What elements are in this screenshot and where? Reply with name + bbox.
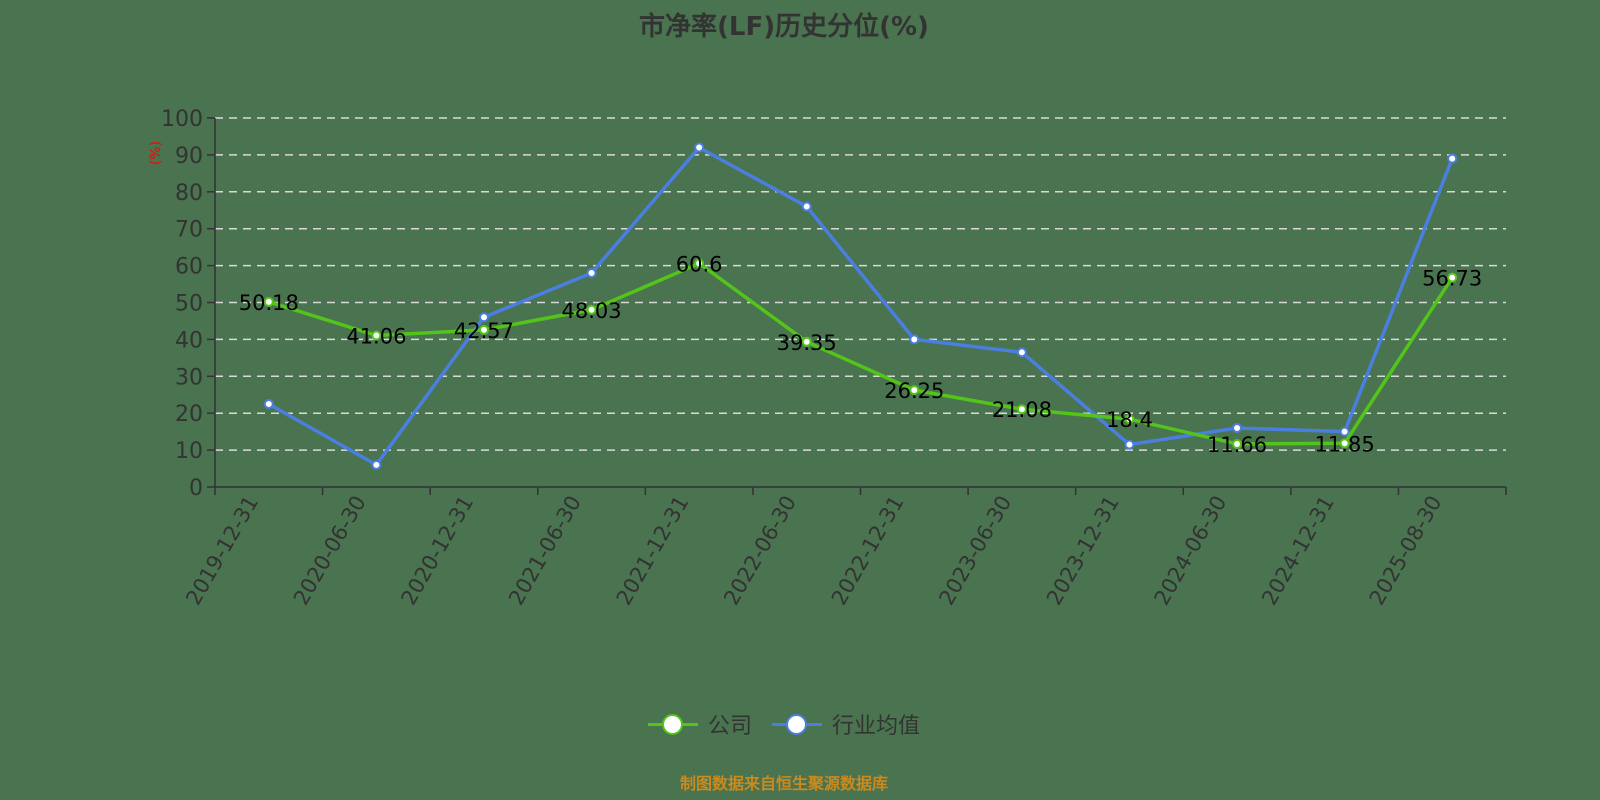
svg-text:10: 10 bbox=[175, 439, 203, 464]
svg-text:39.35: 39.35 bbox=[777, 331, 837, 355]
svg-text:18.4: 18.4 bbox=[1106, 408, 1153, 432]
legend-item-industry[interactable]: 行业均值 bbox=[772, 708, 920, 740]
svg-text:20: 20 bbox=[175, 402, 203, 427]
svg-text:2025-08-30: 2025-08-30 bbox=[1365, 492, 1447, 610]
svg-text:2023-06-30: 2023-06-30 bbox=[934, 492, 1016, 610]
svg-text:56.73: 56.73 bbox=[1422, 267, 1482, 291]
svg-text:0: 0 bbox=[189, 476, 203, 501]
svg-text:41.06: 41.06 bbox=[346, 324, 406, 348]
legend-item-company[interactable]: 公司 bbox=[647, 708, 752, 740]
grid-lines bbox=[215, 117, 1506, 451]
svg-text:2019-12-31: 2019-12-31 bbox=[181, 492, 263, 610]
y-axis: 0 10 20 30 40 50 60 70 80 90 100 bbox=[161, 107, 216, 501]
x-axis: 2019-12-31 2020-06-30 2020-12-31 2021-06-30… bbox=[181, 486, 1507, 610]
industry-line-marker-icon bbox=[772, 712, 822, 736]
svg-text:40: 40 bbox=[175, 328, 203, 353]
svg-text:26.25: 26.25 bbox=[884, 379, 944, 403]
y-axis-label: (%) bbox=[148, 141, 164, 165]
svg-text:48.03: 48.03 bbox=[561, 299, 621, 323]
legend: 公司 行业均值 bbox=[0, 708, 1568, 740]
svg-text:11.66: 11.66 bbox=[1207, 433, 1267, 457]
data-labels: 50.18 41.06 42.57 48.03 60.6 39.35 26.25 21.08 1… bbox=[239, 252, 1483, 457]
svg-text:30: 30 bbox=[175, 365, 203, 390]
svg-text:11.85: 11.85 bbox=[1315, 432, 1375, 456]
svg-text:50: 50 bbox=[175, 292, 203, 317]
svg-text:2022-12-31: 2022-12-31 bbox=[827, 492, 909, 610]
svg-text:100: 100 bbox=[161, 107, 203, 132]
svg-text:2024-12-31: 2024-12-31 bbox=[1257, 492, 1339, 610]
svg-text:90: 90 bbox=[175, 144, 203, 169]
svg-text:60: 60 bbox=[175, 255, 203, 280]
svg-text:2020-06-30: 2020-06-30 bbox=[289, 492, 371, 610]
chart-title: 市净率(LF)历史分位(%) bbox=[639, 12, 929, 42]
svg-text:2020-12-31: 2020-12-31 bbox=[396, 492, 478, 610]
data-source-note: 制图数据来自恒生聚源数据库 bbox=[679, 774, 888, 793]
svg-text:50.18: 50.18 bbox=[239, 291, 299, 315]
svg-text:2021-06-30: 2021-06-30 bbox=[504, 492, 586, 610]
series-company-line bbox=[263, 258, 1458, 449]
legend-label-company: 公司 bbox=[707, 714, 752, 739]
svg-text:42.57: 42.57 bbox=[454, 319, 514, 343]
svg-text:21.08: 21.08 bbox=[992, 398, 1052, 422]
svg-text:2023-12-31: 2023-12-31 bbox=[1042, 492, 1124, 610]
svg-text:70: 70 bbox=[175, 218, 203, 243]
svg-text:2024-06-30: 2024-06-30 bbox=[1150, 492, 1232, 610]
svg-text:60.6: 60.6 bbox=[676, 252, 723, 276]
svg-text:2021-12-31: 2021-12-31 bbox=[612, 492, 694, 610]
company-line-marker-icon bbox=[647, 712, 698, 736]
svg-text:80: 80 bbox=[175, 181, 203, 206]
legend-label-industry: 行业均值 bbox=[832, 714, 921, 739]
svg-text:2022-06-30: 2022-06-30 bbox=[719, 492, 801, 610]
series-industry-line bbox=[263, 142, 1458, 470]
line-chart: 0 10 20 30 40 50 60 70 80 90 100 2019-12-31 2020-06… bbox=[148, 107, 1507, 610]
